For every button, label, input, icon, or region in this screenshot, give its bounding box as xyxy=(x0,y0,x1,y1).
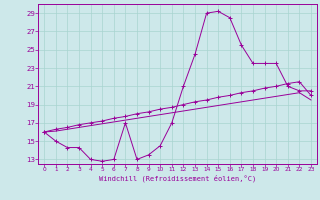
X-axis label: Windchill (Refroidissement éolien,°C): Windchill (Refroidissement éolien,°C) xyxy=(99,175,256,182)
